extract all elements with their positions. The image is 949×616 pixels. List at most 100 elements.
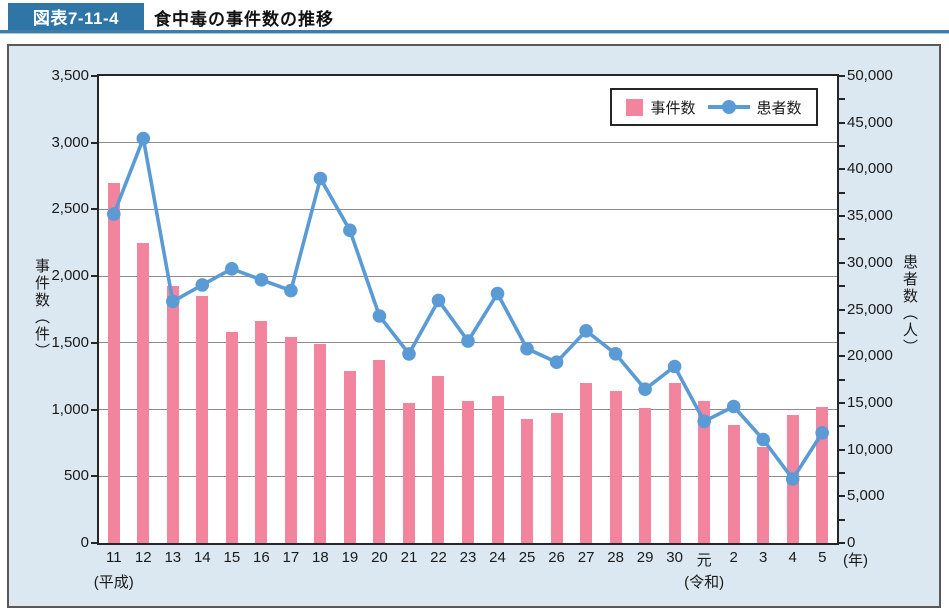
right-tick-label: 25,000 bbox=[847, 300, 893, 318]
patient-point bbox=[343, 223, 357, 238]
left-axis-tick bbox=[91, 341, 97, 344]
patient-point bbox=[697, 414, 711, 429]
patient-point bbox=[638, 382, 652, 397]
incident-bar bbox=[137, 243, 150, 543]
x-tick-label: 16 bbox=[253, 549, 270, 566]
incident-bar bbox=[727, 424, 740, 543]
right-axis-tick bbox=[839, 495, 845, 498]
left-tick-label: 3,500 bbox=[51, 67, 89, 84]
right-axis-tick bbox=[839, 285, 845, 288]
left-tick-label: 1,000 bbox=[51, 400, 89, 418]
x-tick-label: 19 bbox=[341, 549, 359, 566]
left-axis-tick bbox=[91, 275, 97, 278]
patients-line-marker-icon bbox=[707, 100, 750, 114]
left-tick-label: 500 bbox=[63, 467, 89, 485]
x-era-label: (平成) bbox=[93, 574, 134, 591]
x-tick-label: 28 bbox=[607, 549, 624, 566]
x-unit-label: (年) bbox=[843, 552, 868, 569]
patient-point bbox=[490, 286, 505, 301]
legend-label-patients: 患者数 bbox=[756, 99, 802, 117]
incident-bar bbox=[491, 396, 504, 543]
incident-bar bbox=[373, 360, 386, 543]
x-tick-label: 27 bbox=[577, 549, 595, 566]
right-axis-tick bbox=[839, 75, 845, 77]
right-axis-tick bbox=[839, 261, 845, 264]
legend-item-incidents: 事件数 bbox=[626, 97, 696, 118]
incident-bar bbox=[757, 447, 770, 543]
patient-point bbox=[284, 283, 298, 298]
incident-bar bbox=[284, 336, 297, 543]
patient-point bbox=[579, 324, 593, 338]
x-tick-label: 11 bbox=[105, 549, 122, 566]
legend: 事件数 患者数 bbox=[610, 88, 818, 126]
patient-point bbox=[225, 262, 239, 276]
right-tick-label: 10,000 bbox=[847, 440, 893, 458]
x-tick-label: 26 bbox=[548, 549, 565, 566]
x-tick-label: 14 bbox=[193, 549, 211, 566]
x-tick-label: 12 bbox=[134, 549, 152, 566]
x-tick-label: 18 bbox=[312, 549, 329, 566]
left-tick-label: 2,500 bbox=[51, 200, 89, 218]
incident-bar bbox=[639, 407, 652, 543]
right-axis-tick bbox=[839, 425, 845, 428]
right-tick-label: 35,000 bbox=[847, 207, 893, 225]
incident-bar bbox=[462, 401, 474, 543]
patient-point bbox=[726, 399, 741, 414]
x-tick-label: 15 bbox=[223, 549, 241, 566]
right-axis-title: 患者数（人） bbox=[901, 254, 918, 356]
x-tick-label: 元 bbox=[696, 552, 712, 569]
x-tick-label: 4 bbox=[788, 549, 797, 566]
left-axis-tick bbox=[91, 75, 97, 77]
patients-line bbox=[107, 131, 829, 486]
patient-point bbox=[254, 273, 269, 287]
incidents-swatch-icon bbox=[626, 98, 644, 116]
patient-point bbox=[520, 341, 534, 356]
incident-bar bbox=[432, 375, 445, 543]
incident-bar bbox=[550, 412, 563, 543]
incident-bar bbox=[609, 391, 622, 543]
patient-point bbox=[549, 355, 564, 370]
gridline bbox=[99, 208, 837, 210]
patient-point bbox=[461, 334, 475, 348]
right-axis-tick bbox=[839, 355, 845, 358]
right-tick-label: 20,000 bbox=[847, 347, 893, 365]
gridline bbox=[99, 275, 837, 277]
right-axis-tick bbox=[839, 401, 845, 404]
left-axis-tick bbox=[91, 141, 97, 144]
x-tick-label: 24 bbox=[489, 549, 506, 566]
left-axis-title: 事件数（件） bbox=[33, 258, 50, 360]
figure-label: 図表7-11-4 bbox=[8, 3, 144, 30]
right-axis-tick bbox=[839, 191, 845, 194]
x-tick-label: 25 bbox=[518, 549, 536, 566]
incident-bar bbox=[402, 403, 415, 543]
header-rule bbox=[0, 30, 949, 34]
patient-point bbox=[785, 472, 800, 486]
right-tick-label: 5,000 bbox=[847, 487, 885, 505]
plot-area: 0 500 1,000 1,500 2,000 2,500 3,000 3,500 0 5,000… bbox=[51, 67, 892, 591]
patient-point bbox=[136, 131, 151, 146]
x-tick-label: 23 bbox=[459, 549, 477, 566]
incident-bar bbox=[314, 344, 327, 543]
right-tick-label: 15,000 bbox=[847, 393, 893, 411]
right-axis-tick bbox=[839, 238, 845, 241]
incident-bar bbox=[343, 371, 356, 543]
incident-bar bbox=[107, 183, 120, 543]
left-axis-tick bbox=[91, 208, 97, 211]
right-tick-label: 40,000 bbox=[847, 160, 893, 178]
x-era-label: (令和) bbox=[684, 574, 725, 591]
right-tick-label: 45,000 bbox=[847, 113, 893, 131]
patient-point bbox=[402, 347, 416, 361]
x-tick-label: 30 bbox=[666, 549, 683, 566]
patient-point bbox=[166, 294, 180, 309]
legend-item-patients: 患者数 bbox=[707, 97, 802, 118]
patient-point bbox=[431, 293, 446, 308]
patient-point bbox=[313, 171, 328, 186]
right-axis-tick bbox=[839, 471, 845, 474]
patient-point bbox=[756, 432, 770, 447]
right-axis-tick bbox=[839, 145, 845, 148]
patient-point bbox=[195, 278, 210, 292]
x-tick-label: 3 bbox=[759, 549, 768, 566]
incident-bar bbox=[225, 331, 238, 543]
right-axis-tick bbox=[839, 331, 845, 334]
